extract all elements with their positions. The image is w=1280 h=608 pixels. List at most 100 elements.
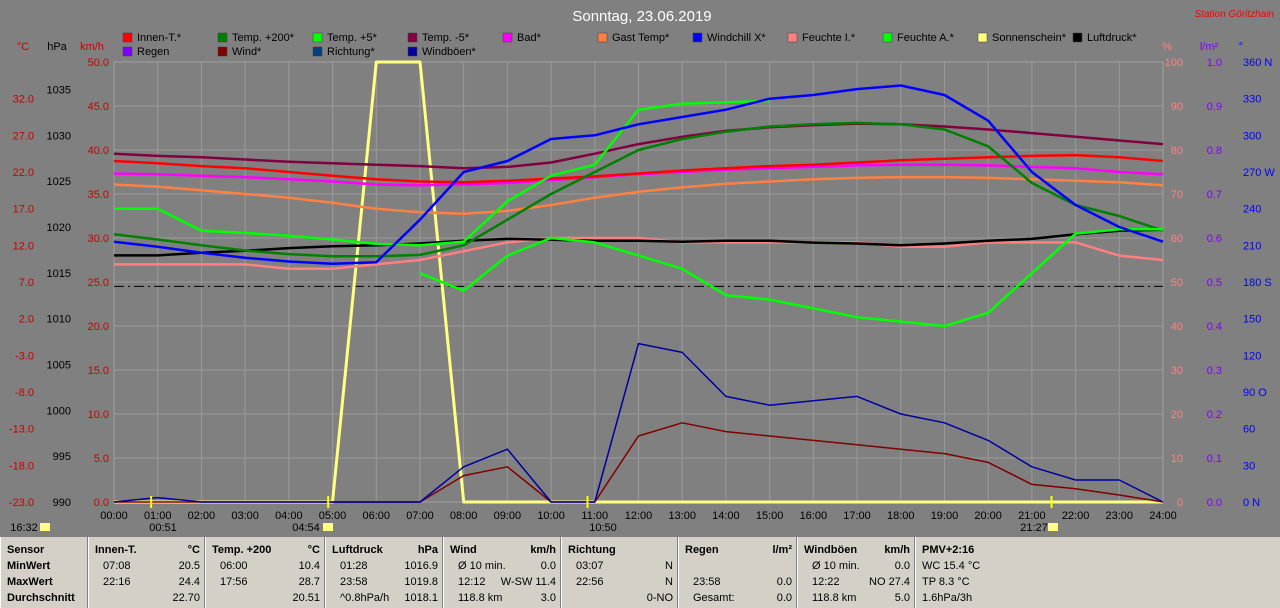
- column-header: Wind km/h: [444, 542, 562, 558]
- summary-column: Windböen km/h Ø 10 min. 0.0 12:22 NO 27.4 118.…: [797, 537, 916, 608]
- column-header-label: Regen: [685, 544, 719, 556]
- column-unit: hPa: [417, 544, 438, 556]
- humidity-tick-label: 30: [1171, 365, 1183, 377]
- direction-tick-label: 60: [1243, 424, 1255, 436]
- table-row: Gesamt: 0.0: [679, 590, 798, 606]
- temp-tick-label: -23.0: [9, 497, 34, 509]
- humidity-tick-label: 80: [1171, 145, 1183, 157]
- cell-value: 10.4: [298, 560, 320, 572]
- current-time-label: 16:32: [10, 522, 38, 534]
- wind-tick-label: 20.0: [88, 321, 109, 333]
- x-tick-label: 17:00: [843, 510, 871, 522]
- legend-item: Temp. -5*: [407, 32, 470, 44]
- rain-tick-label: 1.0: [1207, 57, 1222, 69]
- table-row: Ø 10 min. 0.0: [444, 558, 562, 574]
- series-line: [114, 236, 1164, 271]
- legend-item: Innen-T.*: [122, 32, 182, 44]
- wind-tick-label: 25.0: [88, 277, 109, 289]
- cell-time: Gesamt:: [693, 592, 735, 604]
- x-tick-label: 16:00: [800, 510, 828, 522]
- table-row: 22:16 24.4: [89, 574, 206, 590]
- legend-swatch: [217, 46, 228, 57]
- direction-tick-label: 270 W: [1243, 167, 1275, 179]
- humidity-tick-label: 0: [1177, 497, 1183, 509]
- table-row: 17:56 28.7: [206, 574, 326, 590]
- direction-tick-label: 150: [1243, 314, 1261, 326]
- legend-swatch: [977, 32, 988, 43]
- legend-label: Regen: [137, 46, 169, 58]
- table-row: 12:22 NO 27.4: [798, 574, 916, 590]
- cell-time: TP 8.3 °C: [922, 576, 970, 588]
- column-unit: km/h: [530, 544, 556, 556]
- cell-value: N: [665, 576, 673, 588]
- humidity-tick-label: 70: [1171, 189, 1183, 201]
- cell-value: 1018.1: [404, 592, 438, 604]
- pressure-tick-label: 1020: [47, 222, 71, 234]
- x-tick-label: 21:00: [1018, 510, 1046, 522]
- cell-value: 0-NO: [646, 592, 673, 604]
- table-row: 03:07 N: [562, 558, 679, 574]
- table-row: 20.51: [206, 590, 326, 606]
- pressure-tick-label: 1005: [47, 360, 71, 372]
- humidity-tick-label: 90: [1171, 101, 1183, 113]
- humidity-tick-label: 40: [1171, 321, 1183, 333]
- column-header-label: Windböen: [804, 544, 858, 556]
- table-row: 23:58 0.0: [679, 574, 798, 590]
- cell-value: 20.51: [292, 592, 320, 604]
- column-header: Richtung: [562, 542, 679, 558]
- temp-tick-label: -8.0: [15, 387, 34, 399]
- x-tick-label: 06:00: [362, 510, 390, 522]
- station-label: Station Göritzhain: [1195, 9, 1275, 20]
- legend-label: Temp. +5*: [327, 32, 378, 44]
- legend-item: Feuchte I.*: [787, 32, 856, 44]
- cell-value: 20.5: [178, 560, 200, 572]
- column-header: Temp. +200 °C: [206, 542, 326, 558]
- summary-column: Wind km/h Ø 10 min. 0.0 12:12 W-SW 11.4 118.8 …: [443, 537, 562, 608]
- legend-item: Wind*: [217, 46, 262, 58]
- legend-item: Luftdruck*: [1072, 32, 1137, 44]
- legend-label: Windböen*: [422, 46, 477, 58]
- row-label: Durchschnitt: [7, 592, 75, 604]
- x-tick-label: 11:00: [581, 510, 608, 522]
- legend-label: Windchill X*: [707, 32, 766, 44]
- rain-tick-label: 0.7: [1207, 189, 1222, 201]
- temp-tick-label: 2.0: [19, 314, 34, 326]
- legend-swatch: [122, 46, 133, 57]
- table-row: Ø 10 min. 0.0: [798, 558, 916, 574]
- cell-value: N: [665, 560, 673, 572]
- summary-column: PMV+2:16 WC 15.4 °C TP 8.3 °C 1.6hPa/3h: [915, 537, 1036, 608]
- pressure-tick-label: 995: [53, 451, 71, 463]
- table-row: ^0.8hPa/h 1018.1: [326, 590, 444, 606]
- temp-tick-label: 7.0: [19, 277, 34, 289]
- direction-tick-label: 0 N: [1243, 497, 1260, 509]
- pressure-tick-label: 1025: [47, 176, 71, 188]
- table-row: 22.70: [89, 590, 206, 606]
- x-tick-label: 19:00: [931, 510, 959, 522]
- cell-time: 17:56: [220, 576, 248, 588]
- wind-tick-label: 5.0: [94, 453, 109, 465]
- cell-value: 1016.9: [404, 560, 438, 572]
- x-tick-label: 03:00: [231, 510, 259, 522]
- table-row: 07:08 20.5: [89, 558, 206, 574]
- rain-tick-label: 0.1: [1207, 453, 1222, 465]
- column-unit: °C: [187, 544, 200, 556]
- series-line: [113, 342, 1164, 503]
- table-row: MaxWert: [1, 574, 89, 590]
- legend-swatch: [407, 32, 418, 43]
- table-row: 0-NO: [562, 590, 679, 606]
- x-tick-label: 13:00: [668, 510, 696, 522]
- cell-value: 22.70: [172, 592, 200, 604]
- direction-tick-label: 90 O: [1243, 387, 1267, 399]
- legend-label: Feuchte A.*: [897, 32, 955, 44]
- legend-swatch: [312, 46, 323, 57]
- rain-tick-label: 0.8: [1207, 145, 1222, 157]
- x-tick-label: 08:00: [450, 510, 478, 522]
- wind-tick-label: 10.0: [88, 409, 109, 421]
- rain-tick-label: 0.0: [1207, 497, 1222, 509]
- x-tick-label: 20:00: [974, 510, 1002, 522]
- cell-value: 0.0: [894, 560, 910, 572]
- x-tick-label: 22:00: [1062, 510, 1090, 522]
- legend-swatch: [787, 32, 798, 43]
- wind-tick-label: 35.0: [88, 189, 109, 201]
